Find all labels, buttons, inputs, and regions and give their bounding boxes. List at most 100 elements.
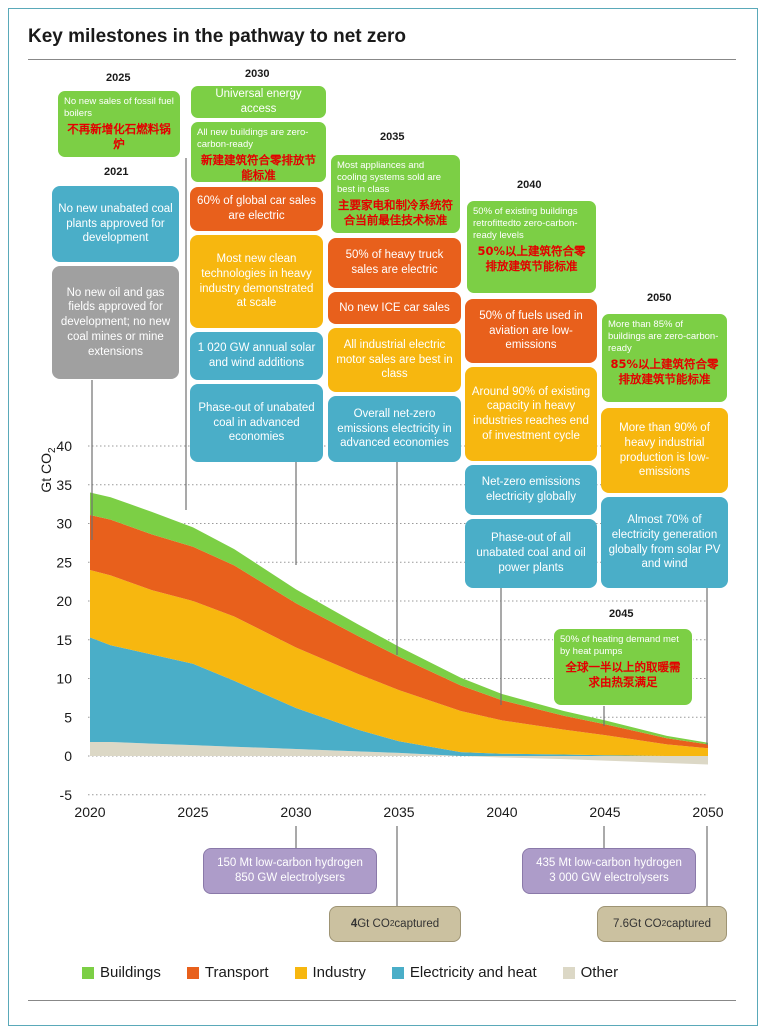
x-tick-label: 2045 bbox=[589, 804, 620, 820]
milestone-coal-oil-phaseout: Phase-out of all unabated coal and oil p… bbox=[465, 519, 597, 588]
area-series-electricity-and-heat bbox=[90, 637, 708, 756]
capture-unit-sub: 2 bbox=[661, 918, 667, 928]
y-tick-label: 25 bbox=[56, 554, 72, 570]
legend-item-industry: Industry bbox=[294, 964, 366, 981]
legend-swatch-electricity bbox=[391, 966, 404, 979]
y-tick-label: 20 bbox=[56, 593, 72, 609]
hydrogen-line1: 435 Mt low-carbon hydrogen bbox=[536, 857, 682, 870]
hydrogen-2030-box: 150 Mt low-carbon hydrogen 850 GW electr… bbox=[203, 848, 377, 894]
milestone-text-zh: 全球一半以上的取暖需求由热泵满足 bbox=[565, 660, 681, 690]
year-label-2030-top: 2030 bbox=[245, 68, 270, 80]
milestone-text: Universal energy access bbox=[215, 88, 302, 115]
milestone-heavy-industry-investment: Around 90% of existing capacity in heavy… bbox=[465, 367, 597, 461]
milestone-text: Overall net-zero emissions electricity i… bbox=[337, 407, 452, 450]
legend-label-electricity: Electricity and heat bbox=[409, 964, 537, 981]
capture-unit-sub: 2 bbox=[389, 918, 395, 928]
area-series-other bbox=[90, 742, 708, 765]
milestone-text-zh: 主要家电和制冷系统符合当前最佳技术标准 bbox=[338, 198, 453, 228]
milestone-text: Almost 70% of electricity generation glo… bbox=[608, 514, 721, 571]
milestone-heavy-industrial-low-emissions: More than 90% of heavy industrial produc… bbox=[601, 408, 728, 493]
hydrogen-line1: 150 Mt low-carbon hydrogen bbox=[217, 857, 363, 870]
y-tick-label: 0 bbox=[64, 748, 72, 764]
milestone-no-fossil-boilers: No new sales of fossil fuel boilers 不再新增… bbox=[57, 90, 181, 158]
milestone-appliances-best-in-class: Most appliances and cooling systems sold… bbox=[330, 154, 461, 234]
milestone-text: 1 020 GW annual solar and wind additions bbox=[197, 342, 316, 369]
y-tick-label: -5 bbox=[60, 787, 73, 803]
milestone-text: 50% of heating demand met by heat pumps bbox=[560, 634, 679, 658]
milestone-no-oil-gas-fields: No new oil and gas fields approved for d… bbox=[52, 266, 179, 379]
hydrogen-line2: 3 000 GW electrolysers bbox=[549, 872, 669, 884]
x-tick-label: 2050 bbox=[692, 804, 723, 820]
milestone-text: No new oil and gas fields approved for d… bbox=[60, 286, 171, 358]
page-title: Key milestones in the pathway to net zer… bbox=[28, 26, 406, 47]
legend-swatch-industry bbox=[294, 966, 307, 979]
legend-swatch-transport bbox=[186, 966, 199, 979]
milestone-text: No new sales of fossil fuel boilers bbox=[64, 96, 174, 120]
capture-suffix: captured bbox=[394, 917, 440, 930]
milestone-text: Most appliances and cooling systems sold… bbox=[337, 160, 442, 196]
milestone-heavy-truck-electric: 50% of heavy truck sales are electric bbox=[328, 238, 461, 288]
x-tick-label: 2020 bbox=[74, 804, 105, 820]
capture-unit: Gt CO bbox=[629, 917, 662, 930]
milestone-text: More than 90% of heavy industrial produc… bbox=[619, 422, 710, 479]
year-label-2025-top: 2025 bbox=[106, 72, 131, 84]
chart-legend: Buildings Transport Industry Electricity… bbox=[82, 964, 618, 981]
milestone-universal-energy-access: Universal energy access bbox=[190, 85, 327, 119]
milestone-text: 50% of heavy truck sales are electric bbox=[345, 249, 444, 276]
milestone-car-sales-electric: 60% of global car sales are electric bbox=[190, 187, 323, 231]
year-label-2040-top: 2040 bbox=[517, 179, 542, 191]
milestone-text: Phase-out of unabated coal in advanced e… bbox=[198, 401, 315, 444]
milestone-text: 50% of existing buildings retrofittedto … bbox=[473, 206, 578, 242]
milestone-netzero-electricity-global: Net-zero emissions electricity globally bbox=[465, 465, 597, 515]
milestone-new-buildings-zero-carbon: All new buildings are zero-carbon-ready … bbox=[190, 121, 327, 183]
area-series-transport bbox=[90, 515, 708, 749]
y-tick-label: 15 bbox=[56, 632, 72, 648]
milestone-text: More than 85% of buildings are zero-carb… bbox=[608, 319, 719, 355]
capture-amount: 7.6 bbox=[613, 917, 630, 930]
legend-label-buildings: Buildings bbox=[100, 964, 161, 981]
year-label-2045-top: 2045 bbox=[609, 608, 634, 620]
milestone-no-ice-car-sales: No new ICE car sales bbox=[328, 292, 461, 324]
year-label-2050-top: 2050 bbox=[647, 292, 672, 304]
capture-unit: Gt CO bbox=[357, 917, 390, 930]
y-tick-label: 40 bbox=[56, 438, 72, 454]
x-tick-label: 2025 bbox=[177, 804, 208, 820]
legend-item-buildings: Buildings bbox=[82, 964, 161, 981]
legend-label-industry: Industry bbox=[312, 964, 366, 981]
milestone-text: 50% of fuels used in aviation are low-em… bbox=[479, 309, 583, 352]
hydrogen-line2: 850 GW electrolysers bbox=[235, 872, 345, 884]
bottom-divider bbox=[28, 1000, 736, 1001]
milestone-text: All new buildings are zero-carbon-ready bbox=[197, 127, 309, 151]
milestone-no-unabated-coal: No new unabated coal plants approved for… bbox=[52, 186, 179, 262]
x-tick-label: 2040 bbox=[486, 804, 517, 820]
milestone-solar-wind-additions: 1 020 GW annual solar and wind additions bbox=[190, 332, 323, 380]
area-series-industry bbox=[90, 570, 708, 756]
milestone-text-zh: 新建建筑符合零排放节能标准 bbox=[201, 153, 316, 183]
capture-amount: 4 bbox=[350, 917, 358, 930]
y-tick-label: 5 bbox=[64, 709, 72, 725]
title-divider bbox=[28, 59, 736, 60]
legend-label-other: Other bbox=[580, 964, 619, 981]
legend-label-transport: Transport bbox=[204, 964, 269, 981]
y-tick-label: 35 bbox=[56, 477, 72, 493]
y-tick-label: 10 bbox=[56, 671, 72, 687]
capture-2050-box: 7.6 Gt CO 2 captured bbox=[597, 906, 727, 942]
hydrogen-2045-box: 435 Mt low-carbon hydrogen 3 000 GW elec… bbox=[522, 848, 696, 894]
milestone-solar-wind-70pct: Almost 70% of electricity generation glo… bbox=[601, 497, 728, 588]
milestone-heat-pumps: 50% of heating demand met by heat pumps … bbox=[553, 628, 693, 706]
legend-item-other: Other bbox=[562, 964, 619, 981]
y-axis-label: Gt CO2 bbox=[38, 447, 58, 493]
milestone-aviation-fuels: 50% of fuels used in aviation are low-em… bbox=[465, 299, 597, 363]
milestone-85pct-buildings: More than 85% of buildings are zero-carb… bbox=[601, 313, 728, 403]
milestone-text: 60% of global car sales are electric bbox=[197, 195, 316, 222]
milestone-text-zh: 85%以上建筑符合零排放建筑节能标准 bbox=[610, 357, 719, 387]
legend-swatch-other bbox=[562, 966, 575, 979]
milestone-text-zh: 50%以上建筑符合零排放建筑节能标准 bbox=[477, 244, 586, 274]
capture-2035-box: 4 Gt CO 2 captured bbox=[329, 906, 461, 942]
milestone-text: Most new clean technologies in heavy ind… bbox=[199, 253, 314, 310]
year-label-2021: 2021 bbox=[104, 166, 129, 178]
milestone-text-zh: 不再新增化石燃料锅炉 bbox=[67, 122, 171, 152]
year-label-2035-top: 2035 bbox=[380, 131, 405, 143]
milestone-industrial-motor-sales: All industrial electric motor sales are … bbox=[328, 328, 461, 392]
